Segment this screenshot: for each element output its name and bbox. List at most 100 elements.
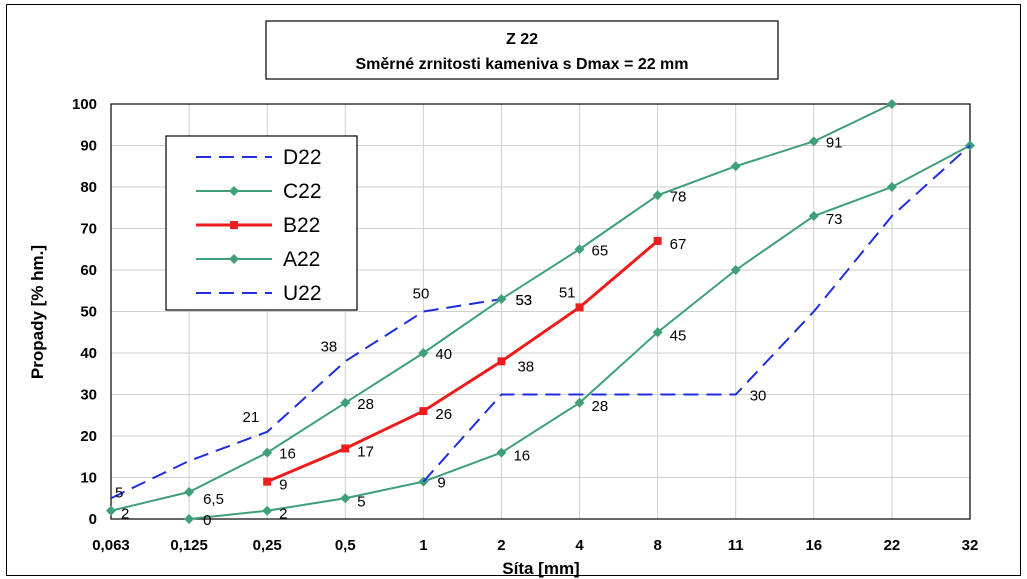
point-b22 [341, 444, 350, 453]
legend-label-a22: A22 [283, 248, 320, 271]
data-label-c22: 65 [592, 242, 609, 259]
data-label-d22: 50 [413, 286, 430, 303]
data-label-a22: 16 [513, 448, 530, 465]
point-c22 [886, 99, 897, 109]
data-label-c22: 16 [279, 446, 296, 463]
x-axis-title: Síta [mm] [502, 559, 579, 578]
legend-box [165, 135, 358, 311]
point-b22 [497, 357, 506, 366]
x-tick-label: 0,125 [170, 537, 208, 554]
series-line-d22 [110, 298, 502, 500]
data-label-a22: 2 [279, 506, 287, 523]
x-tick-label: 32 [962, 537, 979, 554]
data-label-a22: 45 [670, 327, 687, 344]
series-u22 [422, 144, 971, 483]
y-axis-ticks: 0 10 20 30 40 50 60 70 80 90 100 [72, 96, 97, 528]
point-a22 [574, 397, 585, 408]
series-line-b22 [266, 239, 659, 484]
point-c22 [730, 161, 741, 172]
y-tick-label: 60 [80, 262, 97, 279]
y-tick-label: 0 [89, 511, 97, 528]
y-tick-label: 40 [80, 345, 97, 362]
y-tick-label: 10 [80, 470, 97, 487]
point-c22 [106, 505, 116, 516]
point-c22 [418, 348, 429, 358]
data-label-b22: 38 [517, 358, 534, 375]
data-label-d22: 53 [515, 292, 532, 309]
x-tick-label: 8 [653, 537, 661, 554]
point-c22 [652, 190, 663, 201]
point-a22 [340, 493, 351, 504]
x-tick-label: 1 [419, 537, 427, 554]
data-label-c22: 40 [435, 346, 452, 363]
point-b22 [263, 477, 272, 486]
data-label-a22: 28 [592, 398, 609, 415]
point-b22 [575, 303, 584, 312]
data-label-a22: 5 [357, 493, 365, 510]
data-label-c22: 91 [826, 134, 843, 151]
data-label-d22: 38 [321, 338, 338, 355]
point-c22 [574, 244, 585, 255]
data-label-b22: 9 [279, 477, 287, 494]
x-tick-label: 11 [728, 537, 744, 554]
y-tick-label: 100 [72, 96, 97, 113]
legend-item-c22: C22 [196, 180, 322, 203]
y-tick-label: 90 [80, 138, 97, 155]
legend-marker-a22 [229, 254, 239, 264]
point-b22 [653, 236, 662, 245]
legend-marker-c22 [229, 186, 239, 196]
x-tick-label: 16 [805, 537, 822, 554]
title-box [265, 20, 779, 80]
legend-label-u22: U22 [283, 282, 322, 305]
x-tick-label: 4 [575, 537, 584, 554]
data-label-u22: 30 [750, 388, 767, 405]
series-d22 [110, 298, 502, 500]
legend-item-d22: D22 [196, 146, 322, 169]
data-label-c22: 78 [670, 188, 687, 205]
y-tick-label: 70 [80, 221, 97, 238]
data-label-d22: 5 [115, 484, 123, 501]
data-label-c22: 53 [515, 292, 532, 309]
point-a22 [730, 265, 741, 275]
data-label-c22: 2 [121, 506, 129, 523]
data-label-c22: 28 [357, 396, 374, 413]
x-axis-ticks: 0,063 0,125 0,25 0,5 1 2 4 8 11 16 22 32 [92, 537, 978, 554]
series-line-u22 [422, 144, 971, 483]
y-tick-label: 80 [80, 179, 97, 196]
chart-frame [6, 4, 1021, 576]
y-axis-title: Propady [% hm.] [28, 245, 47, 379]
y-tick-label: 30 [80, 387, 97, 404]
point-c22 [496, 294, 507, 305]
data-label-a22: 73 [826, 211, 843, 228]
x-tick-label: 0,5 [335, 537, 356, 554]
series-c22 [106, 99, 897, 516]
point-a22 [262, 505, 273, 516]
point-a22 [886, 182, 897, 192]
legend-label-c22: C22 [283, 180, 322, 203]
x-tick-label: 0,25 [253, 537, 282, 554]
legend-item-u22: U22 [196, 282, 322, 305]
point-c22 [340, 397, 351, 408]
data-label-a22: 0 [203, 512, 211, 529]
point-a22 [808, 211, 819, 222]
point-c22 [184, 487, 195, 498]
data-label-c22: 6,5 [203, 491, 224, 508]
point-a22 [496, 447, 507, 458]
point-c22 [262, 447, 273, 458]
data-label-b22: 67 [670, 236, 687, 253]
point-a22 [652, 327, 663, 338]
data-label-b22: 17 [357, 443, 374, 460]
point-b22 [419, 407, 428, 416]
legend: D22 C22 B22 A22 U22 [165, 135, 358, 311]
point-c22 [808, 136, 819, 147]
series-group [106, 99, 975, 524]
legend-marker-b22 [230, 221, 238, 229]
plot-area-border [110, 103, 971, 520]
data-label-a22: 9 [437, 475, 445, 492]
y-tick-label: 20 [80, 428, 97, 445]
data-label-b22: 26 [435, 406, 452, 423]
legend-item-a22: A22 [196, 248, 320, 271]
chart-title: Z 22 [506, 31, 538, 48]
